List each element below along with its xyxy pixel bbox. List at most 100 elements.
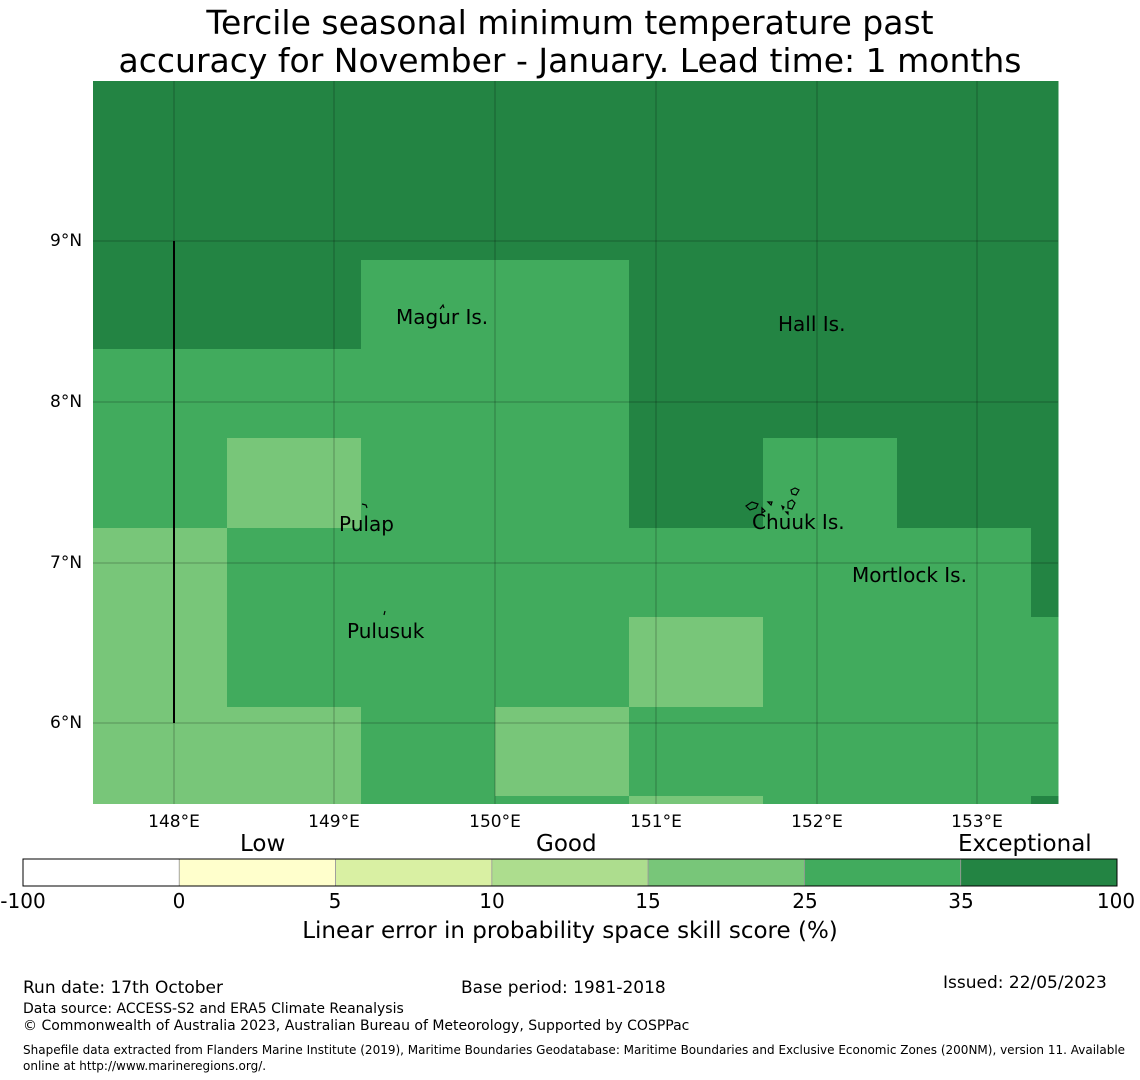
colorbar-segment [22, 858, 180, 887]
colorbar [22, 858, 1118, 887]
skill-cell [763, 81, 898, 171]
skill-cell [93, 81, 228, 171]
skill-cell [495, 349, 630, 439]
skill-cell [897, 349, 1032, 439]
lat-label-7n: 7°N [50, 553, 83, 573]
skill-cell [227, 617, 362, 708]
base-period: Base period: 1981-2018 [461, 978, 666, 998]
skill-cell [93, 617, 228, 708]
skill-cell [495, 707, 630, 797]
skill-cell [361, 438, 496, 529]
lat-label-9n: 9°N [50, 231, 83, 251]
skill-cell [361, 260, 496, 350]
lon-label-149e: 149°E [308, 812, 360, 832]
skill-cell [1031, 81, 1059, 171]
skill-cell [629, 438, 764, 529]
skill-cell [763, 260, 898, 350]
skill-cell [629, 796, 764, 804]
skill-cell [361, 170, 496, 261]
colorbar-tick: 0 [172, 889, 186, 913]
issued-date: Issued: 22/05/2023 [943, 973, 1107, 993]
lat-label-8n: 8°N [50, 392, 83, 412]
category-exceptional: Exceptional [958, 831, 1092, 857]
run-date: Run date: 17th October [23, 978, 223, 998]
skill-cell [495, 438, 630, 529]
skill-cell [629, 707, 764, 797]
colorbar-segment [647, 858, 805, 887]
colorbar-segment [491, 858, 649, 887]
skill-cell [227, 260, 362, 350]
place-label-mortlock: Mortlock Is. [852, 563, 967, 587]
skill-cell [629, 528, 764, 618]
colorbar-tick: 35 [948, 889, 974, 913]
colorbar-frame [22, 858, 1118, 887]
category-low: Low [240, 831, 286, 857]
skill-cell [629, 260, 764, 350]
island-outlines [361, 303, 800, 616]
skill-cell [227, 528, 362, 618]
skill-cell [1031, 528, 1059, 618]
skill-cell [1031, 707, 1059, 797]
skill-cell [897, 707, 1032, 797]
skill-cell [93, 260, 228, 350]
colorbar-tick: 10 [479, 889, 505, 913]
place-label-pulap: Pulap [339, 512, 394, 536]
colorbar-label: Linear error in probability space skill … [302, 918, 838, 944]
skill-cell [763, 707, 898, 797]
skill-cell [227, 438, 362, 529]
skill-cell [763, 349, 898, 439]
skill-cell [93, 349, 228, 439]
skill-cell [93, 170, 228, 261]
colorbar-segment [178, 858, 336, 887]
title-line-1: Tercile seasonal minimum temperature pas… [206, 3, 934, 42]
skill-cell [629, 349, 764, 439]
place-label-magur: Magur Is. [396, 305, 489, 329]
skill-cell [495, 170, 630, 261]
skill-cell [1031, 349, 1059, 439]
skill-cell [1031, 617, 1059, 708]
skill-cell [227, 707, 362, 797]
title-line-2: accuracy for November - January. Lead ti… [118, 41, 1022, 80]
skill-cell [361, 81, 496, 171]
chart-title: Tercile seasonal minimum temperature pas… [0, 4, 1140, 80]
skill-cell [629, 170, 764, 261]
copyright: © Commonwealth of Australia 2023, Austra… [23, 1018, 690, 1034]
place-label-hall: Hall Is. [778, 312, 846, 336]
pulusuk-island-shape [383, 610, 386, 616]
skill-cell [93, 438, 228, 529]
skill-cell [495, 260, 630, 350]
colorbar-tick: 100 [1096, 889, 1136, 913]
skill-cell [897, 617, 1032, 708]
skill-cell [897, 528, 1032, 618]
category-good: Good [536, 831, 597, 857]
shapefile-credit: Shapefile data extracted from Flanders M… [23, 1043, 1126, 1073]
colorbar-tick: 5 [328, 889, 342, 913]
skill-cell [1031, 438, 1059, 529]
skill-cell [227, 349, 362, 439]
skill-cell [495, 796, 630, 804]
colorbar-tick: -100 [0, 889, 46, 913]
skill-cell [361, 528, 496, 618]
skill-cell [93, 528, 228, 618]
skill-cell [361, 796, 496, 804]
lon-label-152e: 152°E [791, 812, 843, 832]
skill-cell [1031, 170, 1059, 261]
skill-cell [93, 707, 228, 797]
skill-cell [227, 170, 362, 261]
skill-cell [897, 260, 1032, 350]
skill-cell [361, 349, 496, 439]
skill-cell [495, 528, 630, 618]
lon-label-150e: 150°E [469, 812, 521, 832]
skill-cell [763, 438, 898, 529]
skill-cell [763, 796, 898, 804]
skill-cell [763, 528, 898, 618]
skill-cell [897, 170, 1032, 261]
place-label-pulusuk: Pulusuk [347, 619, 425, 643]
skill-cell [361, 707, 496, 797]
graticule [93, 81, 1058, 804]
chuuk-lagoon-shape [745, 487, 800, 516]
skill-cell [495, 617, 630, 708]
skill-cells [93, 81, 1059, 804]
skill-cell [361, 617, 496, 708]
